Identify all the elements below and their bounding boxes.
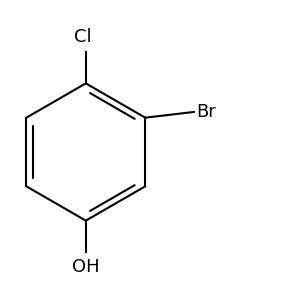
Text: Cl: Cl [74, 28, 92, 46]
Text: OH: OH [72, 258, 100, 276]
Text: Br: Br [197, 103, 217, 121]
